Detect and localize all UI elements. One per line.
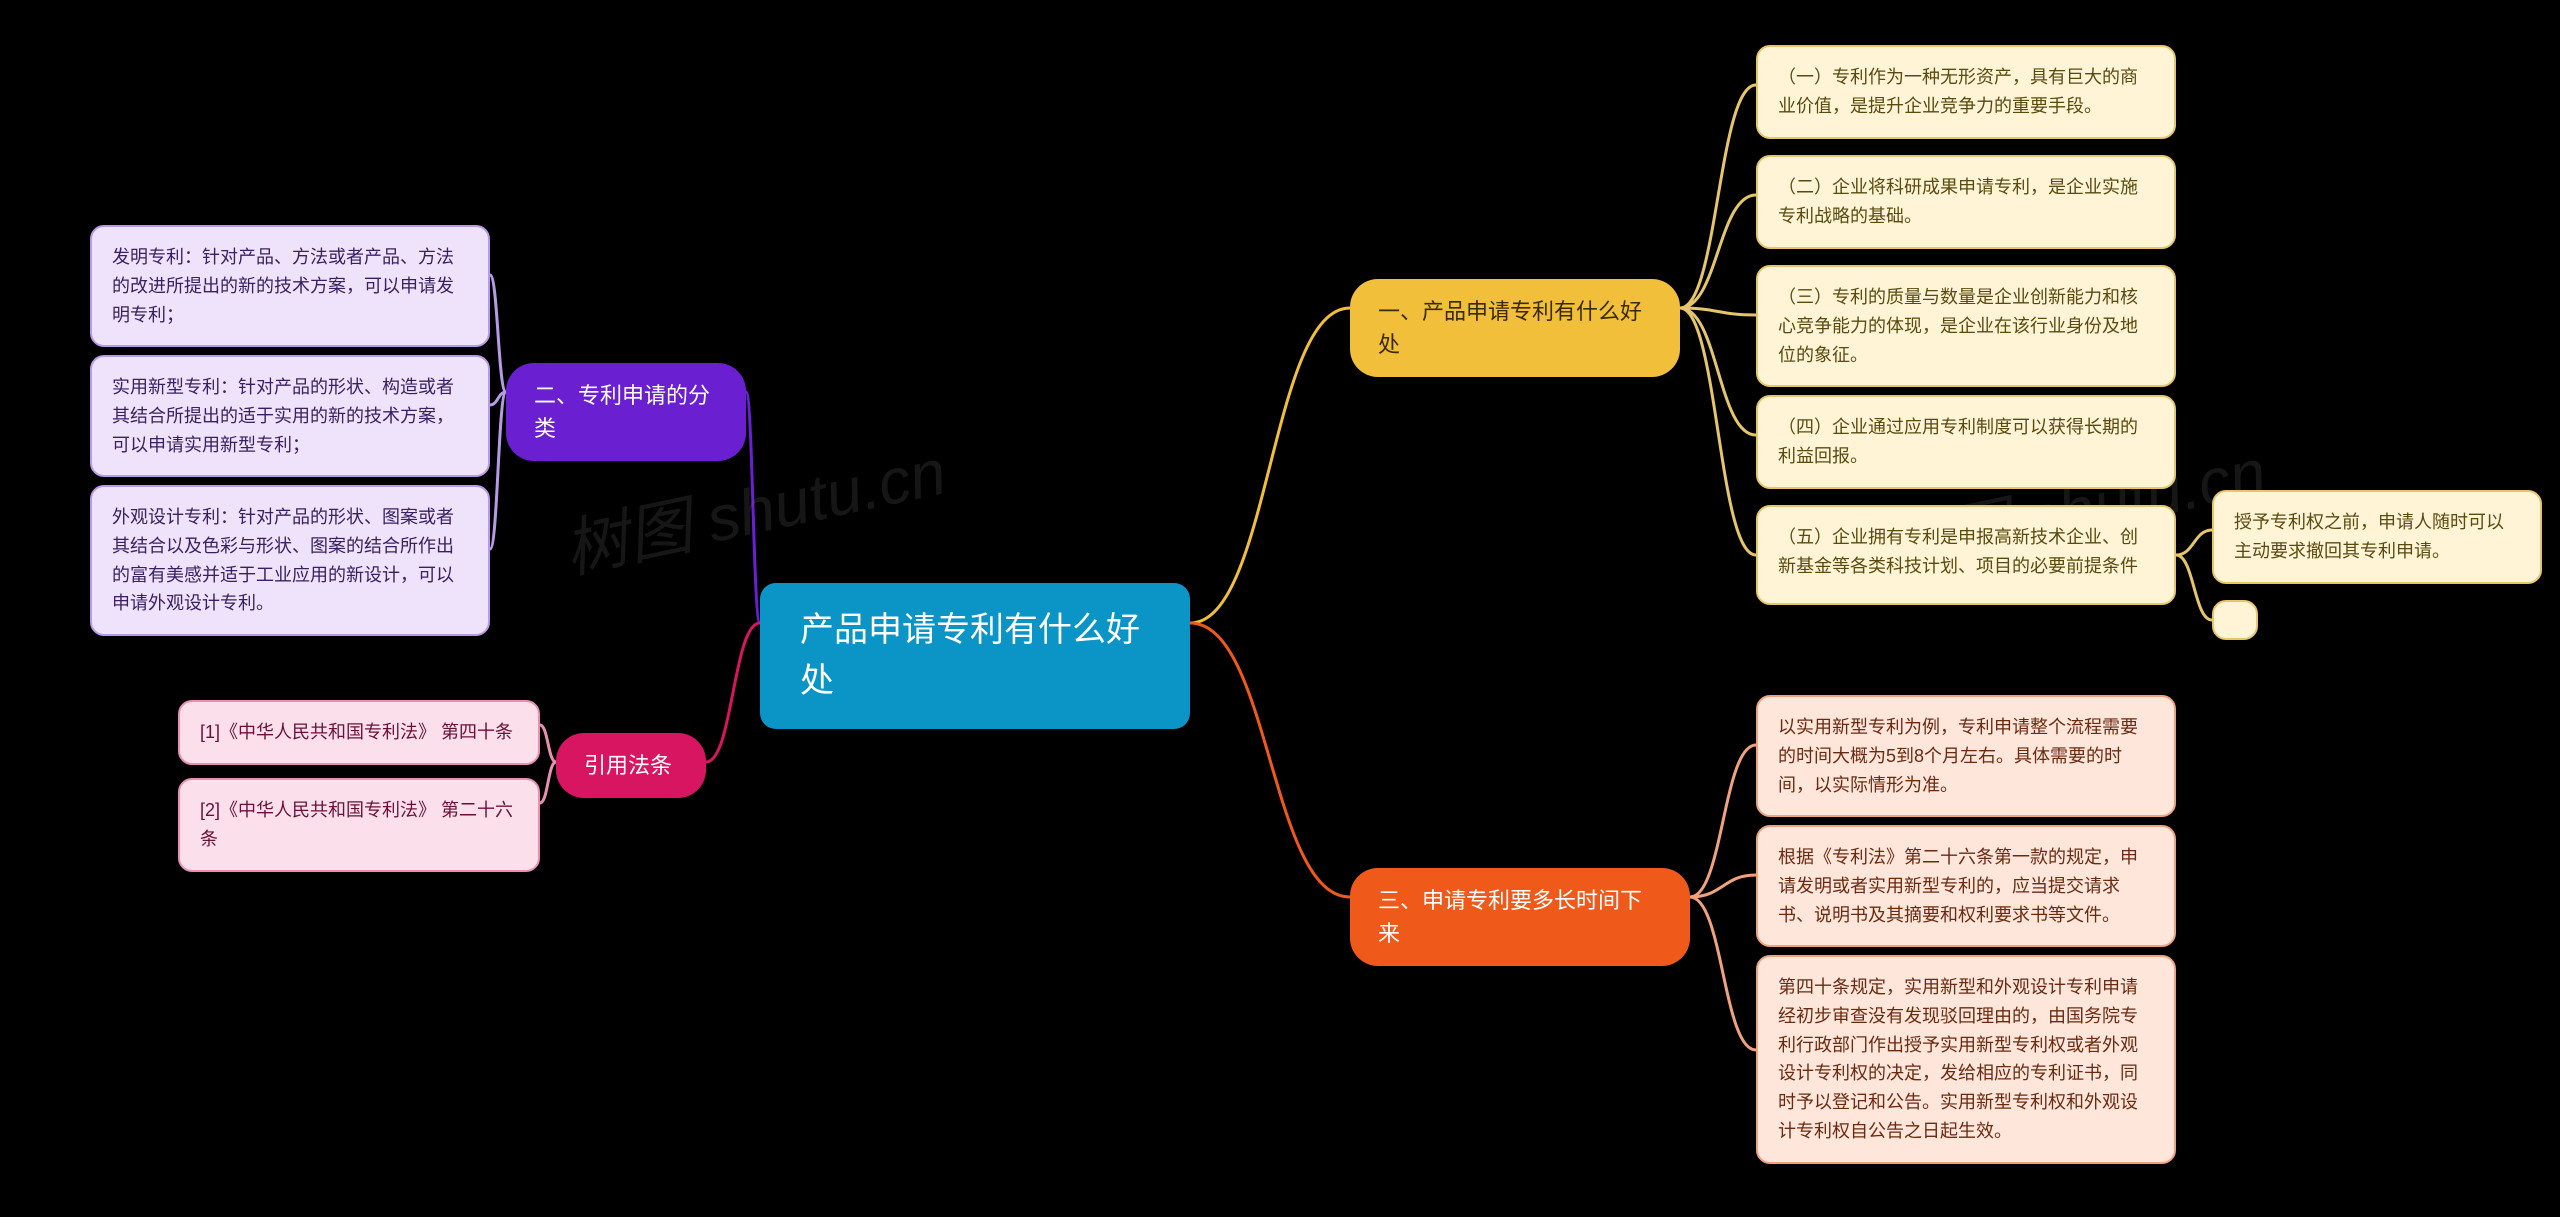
b1l5c1: 授予专利权之前，申请人随时可以主动要求撤回其专利申请。 bbox=[2212, 490, 2542, 584]
b3l2: 根据《专利法》第二十六条第一款的规定，申请发明或者实用新型专利的，应当提交请求书… bbox=[1756, 825, 2176, 947]
b1l5c2 bbox=[2212, 600, 2258, 640]
b4l1: [1]《中华人民共和国专利法》 第四十条 bbox=[178, 700, 540, 765]
b3l1: 以实用新型专利为例，专利申请整个流程需要的时间大概为5到8个月左右。具体需要的时… bbox=[1756, 695, 2176, 817]
b2l3: 外观设计专利：针对产品的形状、图案或者其结合以及色彩与形状、图案的结合所作出的富… bbox=[90, 485, 490, 636]
b4l2: [2]《中华人民共和国专利法》 第二十六条 bbox=[178, 778, 540, 872]
b2l2: 实用新型专利：针对产品的形状、构造或者其结合所提出的适于实用的新的技术方案，可以… bbox=[90, 355, 490, 477]
b2l1: 发明专利：针对产品、方法或者产品、方法的改进所提出的新的技术方案，可以申请发明专… bbox=[90, 225, 490, 347]
b4: 引用法条 bbox=[556, 733, 706, 798]
b1l1: （一）专利作为一种无形资产，具有巨大的商业价值，是提升企业竞争力的重要手段。 bbox=[1756, 45, 2176, 139]
b1l5: （五）企业拥有专利是申报高新技术企业、创新基金等各类科技计划、项目的必要前提条件 bbox=[1756, 505, 2176, 605]
b2: 二、专利申请的分类 bbox=[506, 363, 746, 461]
b3: 三、申请专利要多长时间下来 bbox=[1350, 868, 1690, 966]
b1: 一、产品申请专利有什么好处 bbox=[1350, 279, 1680, 377]
b1l4: （四）企业通过应用专利制度可以获得长期的利益回报。 bbox=[1756, 395, 2176, 489]
b3l3: 第四十条规定，实用新型和外观设计专利申请经初步审查没有发现驳回理由的，由国务院专… bbox=[1756, 955, 2176, 1164]
b1l2: （二）企业将科研成果申请专利，是企业实施专利战略的基础。 bbox=[1756, 155, 2176, 249]
b1l3: （三）专利的质量与数量是企业创新能力和核心竞争能力的体现，是企业在该行业身份及地… bbox=[1756, 265, 2176, 387]
mindmap-stage: 树图 shutu.cn 树图 shutu.cn 产品申请专利有什么好处一、产品申… bbox=[0, 0, 2560, 1217]
root-node: 产品申请专利有什么好处 bbox=[760, 583, 1190, 729]
